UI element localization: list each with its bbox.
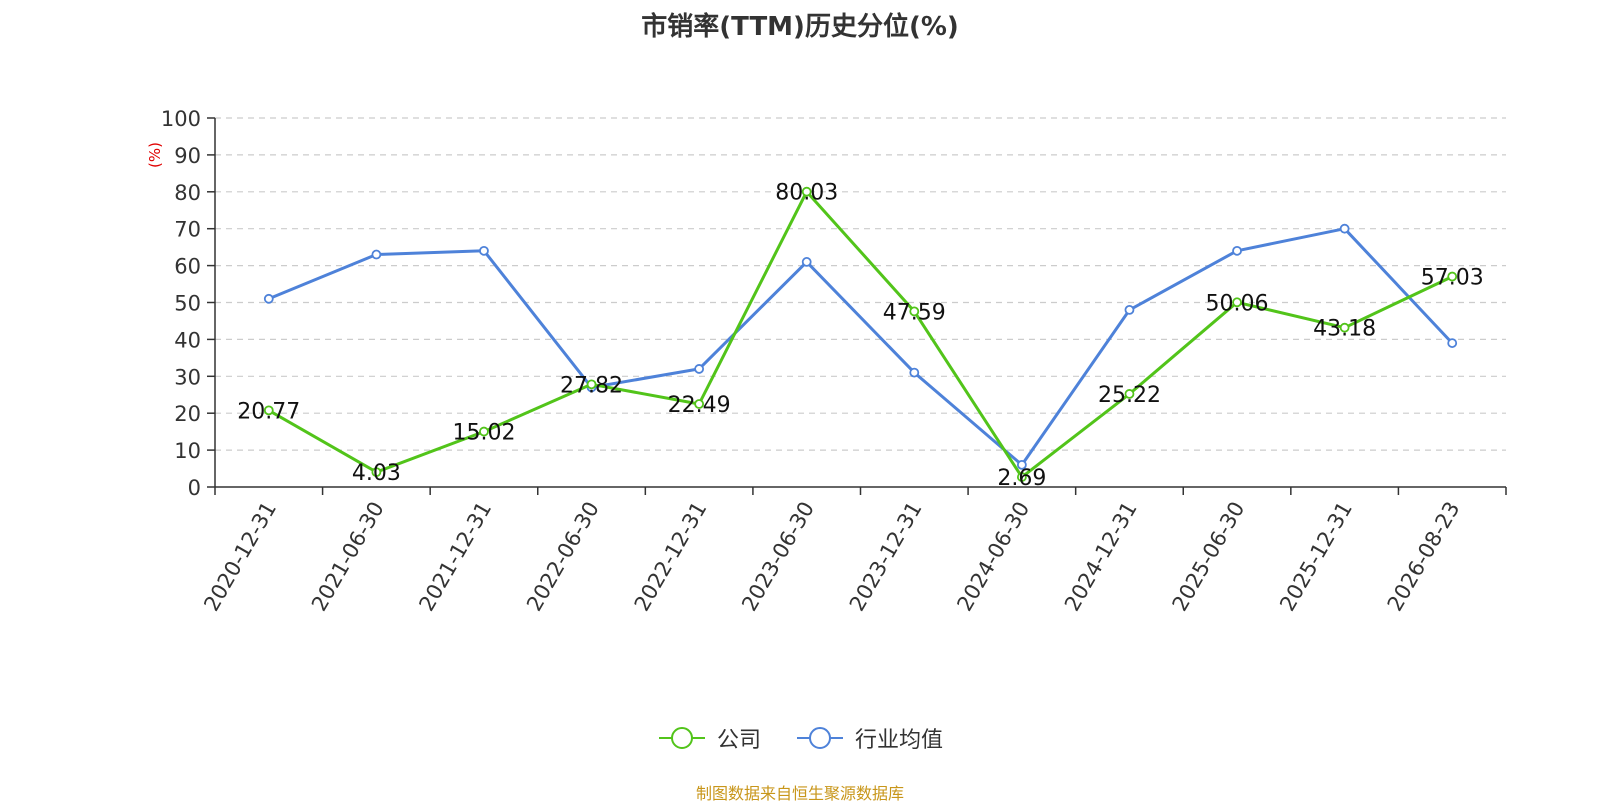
legend-marker-industry-average [797,727,843,749]
data-point [371,249,382,260]
data-label: 50.06 [1206,291,1269,316]
data-label: 47.59 [883,300,946,325]
data-point [1447,338,1458,348]
data-point [586,379,597,390]
data-point [1124,304,1135,315]
legend: 公司 行业均值 [0,722,1600,754]
data-point [694,364,705,374]
legend-item-industry-average[interactable]: 行业均值 [795,722,943,754]
data-point [263,293,274,304]
x-tick-label: 2024-12-31 [1060,498,1142,616]
data-label: 43.18 [1313,317,1376,342]
y-tick-label: 20 [174,402,201,426]
series-lines [263,186,1458,482]
y-tick-label: 50 [174,292,201,316]
grid-lines [215,117,1506,451]
x-tick-label: 2024-06-30 [952,498,1034,616]
data-point [479,426,489,437]
x-tick-label: 2026-08-23 [1383,498,1465,616]
data-labels: 20.77 4.03 15.02 27.82 22.49 80.03 47.59 2.69 25… [237,181,1483,491]
x-tick-label: 2021-12-31 [414,498,496,616]
y-tick-label: 30 [174,365,201,389]
legend-label-industry-average: 行业均值 [855,728,944,753]
data-point [694,399,705,409]
x-tick-label: 2022-06-30 [522,498,604,616]
data-point [1339,223,1350,234]
y-axis-label: (%) [146,142,164,168]
data-point [801,186,812,197]
data-label: 22.49 [668,393,731,418]
series-line-1 [268,227,1454,467]
data-point [1339,322,1350,333]
x-tick-label: 2023-06-30 [737,498,819,616]
data-point [1124,389,1135,399]
data-point [909,306,920,317]
x-tick-label: 2025-06-30 [1168,498,1250,616]
x-tick-label: 2023-12-31 [845,498,927,616]
x-tick-label: 2022-12-31 [630,498,712,616]
legend-label-company: 公司 [716,728,761,753]
y-tick-label: 90 [174,144,201,168]
data-label: 20.77 [237,399,300,424]
data-point [1447,271,1458,282]
y-tick-label: 80 [174,181,201,205]
y-tick-label: 70 [174,218,201,242]
data-label: 2.69 [997,466,1046,491]
data-point [263,405,274,416]
series-line-0 [268,190,1453,479]
y-tick-label: 100 [161,107,201,131]
data-label: 27.82 [560,373,623,398]
data-label: 15.02 [452,421,515,446]
x-tick-label: 2025-12-31 [1275,498,1357,616]
source-note: 制图数据来自恒生聚源数据库 [695,784,904,803]
legend-marker-company [658,727,705,749]
y-tick-label: 40 [174,328,201,352]
data-point [1232,297,1242,308]
data-point [371,467,382,478]
data-label: 4.03 [352,461,401,486]
data-point [1016,459,1027,470]
y-tick-label: 0 [188,476,201,500]
x-tick-label: 2020-12-31 [199,498,281,616]
data-label: 57.03 [1421,266,1484,291]
data-point [1232,245,1242,256]
data-point [1016,472,1027,482]
data-label: 80.03 [775,181,838,206]
data-point [909,367,920,378]
data-point [801,257,812,267]
data-label: 25.22 [1098,383,1161,408]
x-tick-label: 2021-06-30 [307,498,389,616]
y-tick-label: 60 [174,255,201,279]
data-point [479,245,489,256]
legend-item-company[interactable]: 公司 [657,722,761,754]
y-tick-label: 10 [174,439,201,463]
chart-title: 市销率(TTM)历史分位(%) [641,12,959,42]
